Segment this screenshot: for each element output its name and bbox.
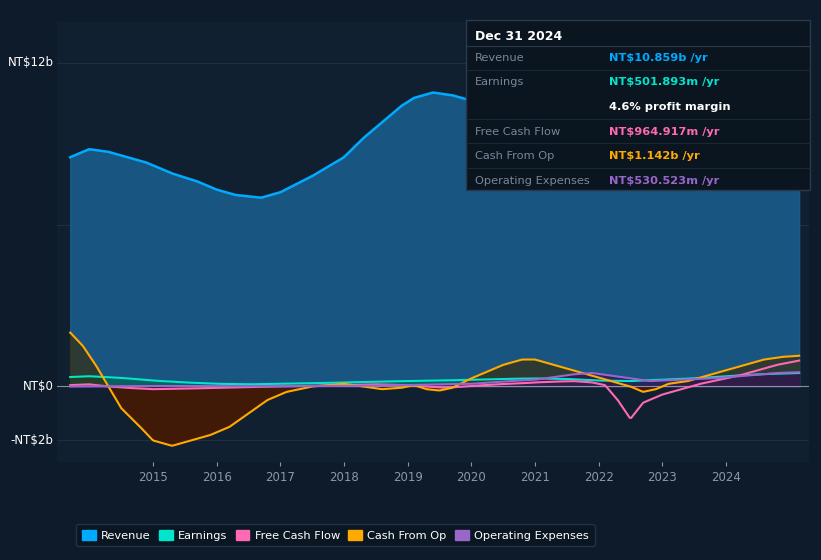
Text: NT$10.859b /yr: NT$10.859b /yr xyxy=(609,53,708,63)
Text: Cash From Op: Cash From Op xyxy=(475,151,555,161)
Text: NT$0: NT$0 xyxy=(23,380,53,393)
Text: NT$964.917m /yr: NT$964.917m /yr xyxy=(609,127,720,137)
Text: Revenue: Revenue xyxy=(475,53,525,63)
Text: Dec 31 2024: Dec 31 2024 xyxy=(475,30,562,43)
Text: NT$12b: NT$12b xyxy=(7,57,53,69)
Text: Free Cash Flow: Free Cash Flow xyxy=(475,127,561,137)
Legend: Revenue, Earnings, Free Cash Flow, Cash From Op, Operating Expenses: Revenue, Earnings, Free Cash Flow, Cash … xyxy=(76,524,594,547)
Text: NT$501.893m /yr: NT$501.893m /yr xyxy=(609,77,719,87)
Text: NT$530.523m /yr: NT$530.523m /yr xyxy=(609,176,719,186)
Text: -NT$2b: -NT$2b xyxy=(11,434,53,447)
Text: Earnings: Earnings xyxy=(475,77,525,87)
Text: 4.6% profit margin: 4.6% profit margin xyxy=(609,102,731,112)
Text: NT$1.142b /yr: NT$1.142b /yr xyxy=(609,151,700,161)
Text: Operating Expenses: Operating Expenses xyxy=(475,176,590,186)
